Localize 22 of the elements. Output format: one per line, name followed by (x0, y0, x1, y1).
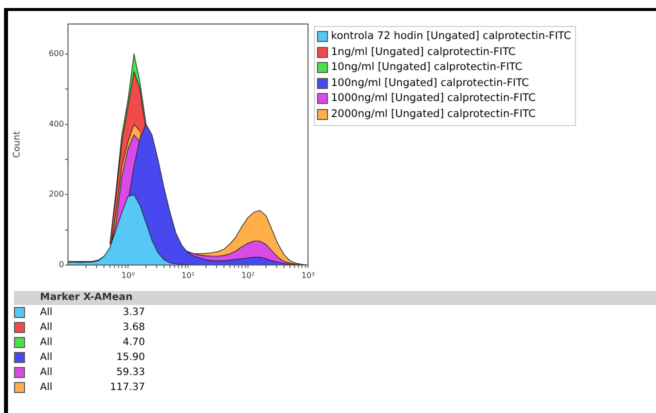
text: All 3.68 (40, 322, 145, 333)
y-tick-label: 200 (48, 190, 64, 199)
text: Marker X-AMean (14, 291, 656, 305)
text: All 117.37 (40, 382, 145, 393)
x-tick-label: 10⁰ (121, 270, 135, 280)
y-axis-title: Count (12, 130, 23, 158)
text: All 15.90 (40, 352, 145, 363)
legend-label: kontrola 72 hodin [Ungated] calprotectin-FITC (331, 29, 572, 44)
legend-label: 2000ng/ml [Ungated] calprotectin-FITC (331, 106, 536, 122)
text: All 4.70 (40, 337, 145, 348)
x-tick-label: 10¹ (181, 270, 195, 280)
text: All 59.33 (40, 367, 145, 378)
legend-label: 10ng/ml [Ungated] calprotectin-FITC (331, 60, 522, 75)
legend-label: 1ng/ml [Ungated] calprotectin-FITC (331, 44, 516, 60)
text: All 3.37 (40, 307, 145, 318)
y-tick-label: 600 (48, 48, 64, 58)
x-tick-label: 10³ (301, 270, 315, 280)
legend-label: 1000ng/ml [Ungated] calprotectin-FITC (331, 91, 536, 106)
x-tick-label: 10² (241, 270, 255, 280)
y-tick-label: 400 (48, 119, 64, 128)
legend-label: 100ng/ml [Ungated] calprotectin-FITC (331, 76, 529, 90)
y-tick-label: 0 (58, 260, 64, 270)
